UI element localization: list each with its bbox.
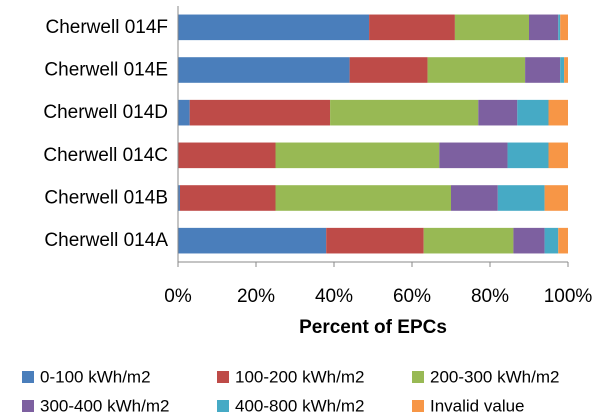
bar-segment bbox=[454, 14, 529, 41]
x-tick-label: 80% bbox=[471, 286, 509, 307]
category-labels: Cherwell 014F Cherwell 014E Cherwell 014D C… bbox=[43, 17, 168, 251]
bar-segment bbox=[560, 14, 568, 41]
x-tick-label: 20% bbox=[237, 286, 275, 307]
bar-segment bbox=[529, 14, 559, 41]
bar-segment bbox=[189, 99, 331, 126]
category-label: Cherwell 014B bbox=[44, 188, 168, 209]
legend-swatch bbox=[217, 400, 229, 412]
bar-segment bbox=[179, 185, 276, 211]
bars-group bbox=[178, 14, 568, 254]
bar-segment bbox=[178, 227, 327, 254]
x-tick-label: 40% bbox=[315, 286, 353, 307]
bar-segment bbox=[178, 99, 190, 126]
legend-label: 400-800 kWh/m2 bbox=[235, 397, 364, 416]
bar-segment bbox=[451, 185, 498, 211]
x-axis-ticks: 0% 20% 40% 60% 80% 100% bbox=[164, 262, 592, 307]
bar-segment bbox=[525, 57, 561, 83]
bar-segment bbox=[178, 57, 350, 83]
legend-label: 100-200 kWh/m2 bbox=[235, 368, 364, 387]
bar-segment bbox=[326, 227, 424, 254]
bar-segment bbox=[513, 227, 545, 254]
bar-segment bbox=[497, 185, 545, 211]
bar-segment bbox=[507, 142, 549, 169]
legend-swatch bbox=[412, 371, 424, 383]
bar-segment bbox=[423, 227, 514, 254]
x-tick-label: 100% bbox=[544, 286, 593, 307]
bar-segment bbox=[564, 57, 568, 83]
legend: 0-100 kWh/m2 100-200 kWh/m2 200-300 kWh/m2… bbox=[22, 368, 559, 416]
bar-segment bbox=[560, 57, 565, 83]
bar-segment bbox=[478, 99, 518, 126]
bar-segment bbox=[178, 142, 276, 169]
bar-segment bbox=[548, 99, 568, 126]
bar-segment bbox=[275, 185, 451, 211]
bar-segment bbox=[517, 99, 549, 126]
bar-segment bbox=[275, 142, 440, 169]
category-label: Cherwell 014C bbox=[43, 145, 168, 166]
bar-segment bbox=[548, 142, 568, 169]
bar-segment bbox=[330, 99, 479, 126]
bar-segment bbox=[349, 57, 428, 83]
legend-swatch bbox=[22, 371, 34, 383]
bar-segment bbox=[178, 14, 370, 41]
legend-swatch bbox=[217, 371, 229, 383]
bar-segment bbox=[427, 57, 526, 83]
category-label: Cherwell 014E bbox=[44, 60, 168, 81]
category-label: Cherwell 014D bbox=[43, 102, 168, 123]
bar-segment bbox=[558, 227, 568, 254]
bar-segment bbox=[558, 14, 561, 41]
x-tick-label: 60% bbox=[393, 286, 431, 307]
category-label: Cherwell 014A bbox=[44, 230, 168, 251]
legend-label: 300-400 kWh/m2 bbox=[40, 397, 169, 416]
bar-segment bbox=[544, 227, 559, 254]
bar-segment bbox=[544, 185, 568, 211]
bar-segment bbox=[178, 185, 180, 211]
bar-segment bbox=[439, 142, 508, 169]
legend-swatch bbox=[412, 400, 424, 412]
legend-label: 200-300 kWh/m2 bbox=[430, 368, 559, 387]
legend-swatch bbox=[22, 400, 34, 412]
legend-label: Invalid value bbox=[430, 397, 525, 416]
bar-segment bbox=[369, 14, 455, 41]
category-label: Cherwell 014F bbox=[46, 17, 169, 38]
x-axis-title: Percent of EPCs bbox=[299, 317, 447, 338]
x-tick-label: 0% bbox=[164, 286, 192, 307]
legend-label: 0-100 kWh/m2 bbox=[40, 368, 151, 387]
